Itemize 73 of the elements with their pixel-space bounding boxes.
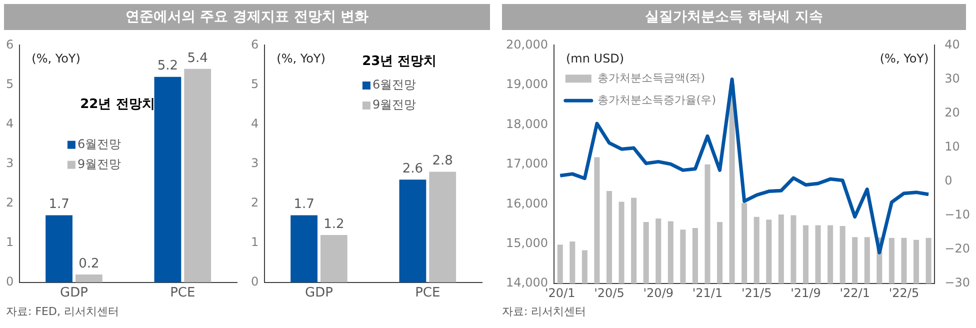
y-tick-label: 5 [6,76,14,91]
bar [429,172,456,282]
y2-tick-label: −20 [944,242,970,256]
y-tick-label: 6 [250,37,259,52]
y-tick-label: 5 [250,76,259,91]
y-tick-label: 14,000 [506,276,548,290]
annotation: 23년 전망치 [362,54,437,70]
x-tick-label: GDP [305,286,334,301]
data-label: 2.6 [402,161,424,176]
legend-label: 9월전망 [372,98,416,112]
data-label: 5.2 [157,58,178,74]
bar [184,68,212,282]
y-tick-label: 18,000 [506,116,548,131]
y2-tick-label: 20 [944,105,960,120]
y2-tick-label: 40 [944,37,960,52]
data-label: 5.4 [187,50,208,66]
y2-tick-label: 30 [944,71,960,86]
x-tick-label: GDP [60,286,88,301]
y-tick-label: 6 [6,37,14,52]
text: 자료: 리서치센터 [502,304,586,319]
bar [46,215,72,282]
x-tick-label: PCE [170,286,196,301]
y2-tick-label: −10 [944,208,970,222]
chart-title: 실질가처분소득 하락세 지속 [502,4,966,30]
y-tick-label: 16,000 [506,196,548,210]
chart-title: 연준에서의 주요 경제지표 전망치 변화 [4,4,490,30]
bar [75,274,102,282]
y-tick-label: 0 [6,274,14,289]
y-tick-label: 19,000 [506,77,548,92]
y-tick-label: 0 [250,274,259,289]
text: 자료: FED, 리서치센터 [6,304,119,319]
y-axis-title: (%, YoY) [32,51,80,66]
y-tick-label: 17,000 [506,156,548,171]
y-tick-label: 3 [6,156,14,170]
y-axis-title: (mn USD) [566,51,624,66]
y-tick-label: 1 [6,234,14,249]
data-label: 2.8 [432,154,453,169]
bar [154,76,182,282]
y2-tick-label: 10 [944,139,960,154]
y-tick-label: 4 [250,116,259,130]
y2-axis-title: (%, YoY) [880,51,929,66]
x-tick-label: '21/9 [790,286,821,300]
legend-label: 총가처분소득금액(좌) [597,71,706,84]
legend-label: 9월전망 [77,156,122,171]
y2-tick-label: 0 [944,174,952,188]
y-tick-label: 2 [6,195,14,210]
y-tick-label: 15,000 [506,236,548,250]
y-tick-label: 1 [250,234,259,249]
legend-label: 6월전망 [77,136,122,151]
bar [320,234,348,282]
y-tick-label: 4 [6,116,14,130]
x-tick-label: '22/1 [840,286,870,300]
bar [290,215,318,282]
data-label: 1.7 [294,197,314,212]
x-tick-label: '22/5 [888,286,920,300]
x-tick-label: '20/9 [643,286,674,300]
data-label: 1.2 [324,216,344,232]
x-tick-label: PCE [415,286,440,301]
x-tick-label: '20/5 [594,286,624,300]
x-tick-label: '21/5 [741,286,772,300]
y-axis-title: (%, YoY) [276,51,326,66]
y-tick-label: 3 [250,156,259,170]
x-tick-label: '21/1 [692,286,723,300]
legend-label: 총가처분소득증가율(우) [597,93,716,106]
legend-label: 6월전망 [372,78,416,92]
y2-tick-label: −30 [944,276,970,290]
data-label: 1.7 [48,197,70,212]
bar [399,180,426,282]
y-tick-label: 20,000 [506,37,548,52]
x-tick-label: '20/1 [545,286,576,300]
y-tick-label: 2 [250,195,259,210]
data-label: 0.2 [78,256,100,272]
annotation: 22년 전망치 [80,96,155,112]
